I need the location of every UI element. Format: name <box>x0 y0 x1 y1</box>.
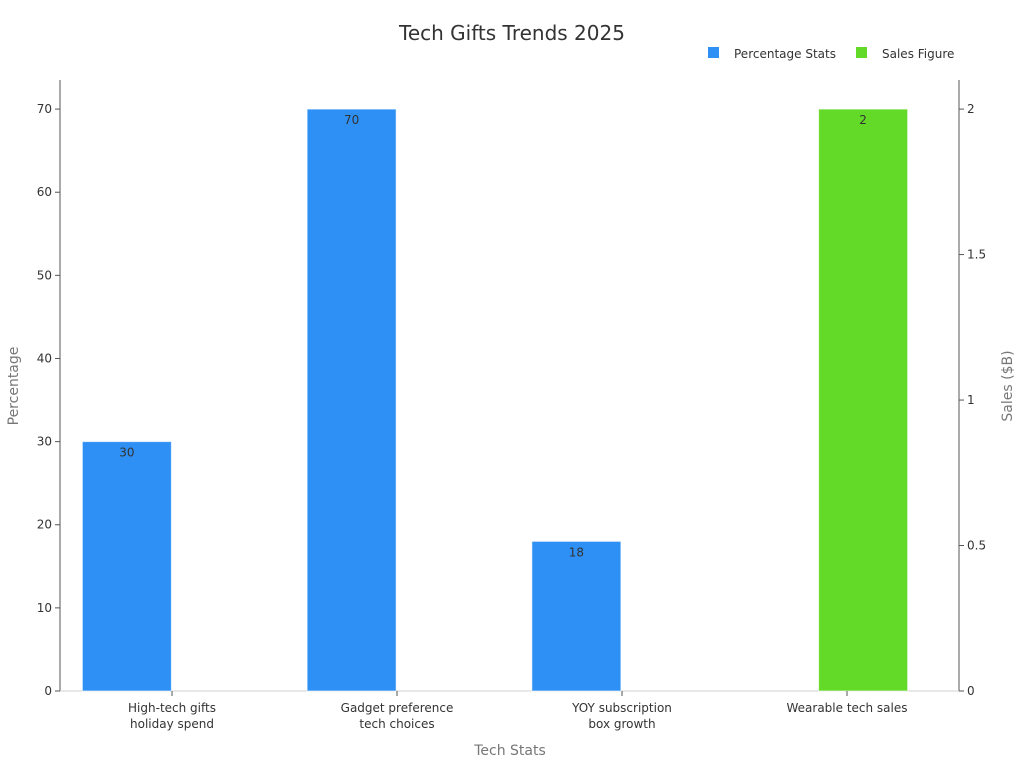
left-tick-label: 10 <box>37 601 52 615</box>
left-tick-label: 0 <box>44 684 52 698</box>
chart-title: Tech Gifts Trends 2025 <box>398 21 625 45</box>
bars: 30 70 18 2 <box>81 108 909 692</box>
x-tick-label: tech choices <box>359 717 434 731</box>
right-tick-label: 0.5 <box>967 539 986 553</box>
right-tick-label: 1.5 <box>967 248 986 262</box>
bar-sales-figure-3 <box>818 108 909 692</box>
legend-swatch <box>856 47 867 58</box>
left-tick-label: 70 <box>37 102 52 116</box>
data-label: 2 <box>859 113 867 127</box>
left-axis-ticks: 0 10 20 30 40 50 60 70 <box>37 102 60 698</box>
bar-percentage-stats-0 <box>81 441 172 692</box>
x-tick-label: holiday spend <box>130 717 214 731</box>
legend: Percentage Stats Sales Figure <box>708 47 954 61</box>
data-label: 70 <box>344 113 359 127</box>
right-tick-label: 1 <box>967 393 975 407</box>
left-tick-label: 50 <box>37 268 52 282</box>
legend-label: Percentage Stats <box>734 47 836 61</box>
axes <box>59 80 960 692</box>
x-axis-label: Tech Stats <box>473 743 546 759</box>
legend-label: Sales Figure <box>882 47 954 61</box>
right-axis-ticks: 0 0.5 1 1.5 2 <box>959 102 986 698</box>
left-tick-label: 20 <box>37 518 52 532</box>
bar-percentage-stats-1 <box>306 108 397 692</box>
data-label: 18 <box>569 545 584 559</box>
legend-swatch <box>708 47 719 58</box>
x-tick-label: Wearable tech sales <box>786 701 907 715</box>
x-tick-label: Gadget preference <box>341 701 454 715</box>
y-axis-label-right: Sales ($B) <box>1000 350 1016 421</box>
y-axis-label-left: Percentage <box>6 347 22 426</box>
bar-percentage-stats-2 <box>531 540 622 692</box>
data-label: 30 <box>119 446 134 460</box>
left-tick-label: 30 <box>37 435 52 449</box>
left-tick-label: 40 <box>37 351 52 365</box>
x-tick-label: box growth <box>588 717 655 731</box>
right-tick-label: 2 <box>967 102 975 116</box>
x-tick-label: YOY subscription <box>571 701 672 715</box>
x-axis-ticks: High-tech gifts holiday spend Gadget prefe… <box>128 691 908 731</box>
right-tick-label: 0 <box>967 684 975 698</box>
left-tick-label: 60 <box>37 185 52 199</box>
x-tick-label: High-tech gifts <box>128 701 216 715</box>
